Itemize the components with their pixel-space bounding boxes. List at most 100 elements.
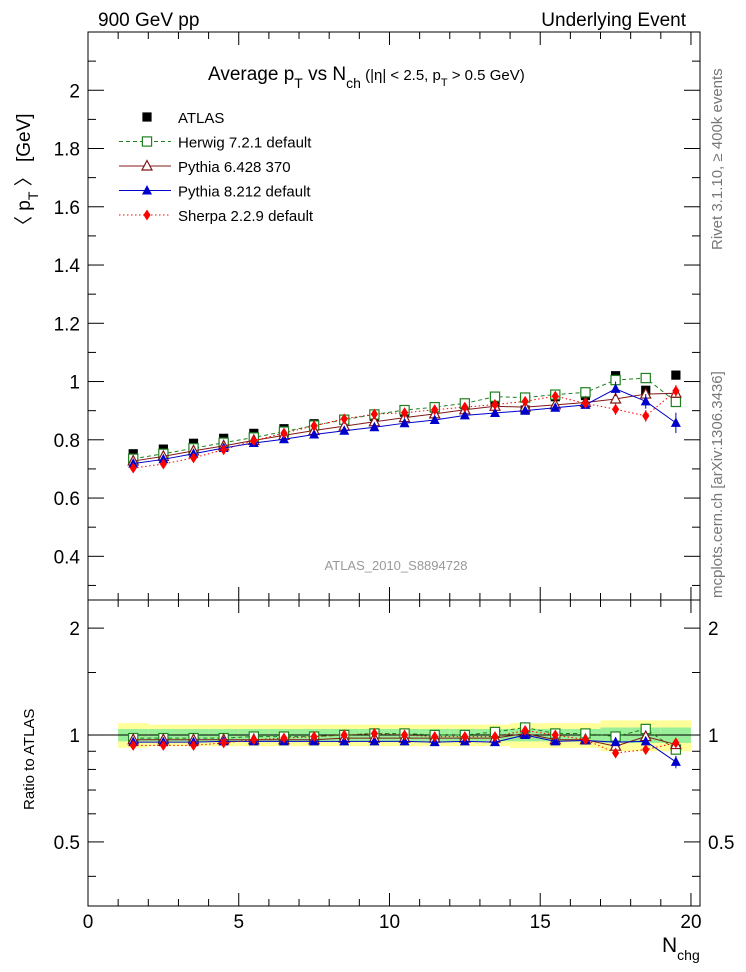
ratio-plot-frame (87, 599, 701, 907)
ratio-point-pythia-8-212-default (399, 735, 410, 746)
point-sherpa-2-2-9-default (521, 395, 529, 407)
ratio-tick-label-right: 1 (708, 726, 719, 747)
y-tick-label: 1.2 (54, 314, 80, 335)
ratio-tick-label-right: 2 (708, 619, 719, 640)
mcplots-label: mcplots.cern.ch [arXiv:1306.3436] (709, 371, 726, 598)
point-pythia-8-212-default (640, 395, 651, 406)
point-atlas (671, 370, 681, 380)
point-pythia-8-212-default (610, 383, 621, 393)
point-herwig-7-2-1-default (640, 372, 651, 384)
legend-label-sherpa-2-2-9-default: Sherpa 2.2.9 default (178, 208, 314, 225)
ratio-y-axis-label: Ratio to ATLAS (21, 709, 38, 810)
point-sherpa-2-2-9-default (581, 397, 590, 409)
series-layer (127, 370, 682, 769)
ratio-tick-label-left: 1 (69, 726, 80, 747)
point-pythia-8-212-default (369, 421, 380, 432)
y-tick-label: 1.8 (54, 140, 80, 161)
ratio-point-pythia-8-212-default (640, 735, 651, 746)
point-sherpa-2-2-9-default (310, 420, 318, 432)
y-tick-label: 0.8 (54, 431, 80, 452)
x-tick-label: 20 (680, 912, 701, 933)
legend-label-herwig-7-2-1-default: Herwig 7.2.1 default (178, 135, 312, 152)
point-sherpa-2-2-9-default (431, 404, 439, 416)
ratio-tick-label-right: 0.5 (708, 833, 734, 854)
ratio-point-sherpa-2-2-9-default (159, 739, 167, 751)
x-axis-label: Nchg (662, 934, 700, 963)
y-tick-label: 1.6 (54, 198, 80, 219)
ratio-point-sherpa-2-2-9-default (280, 732, 288, 744)
point-pythia-8-212-default (459, 409, 470, 420)
plot-title: Average pT vs Nch (|η| < 2.5, pT > 0.5 G… (208, 64, 525, 91)
ratio-point-sherpa-2-2-9-default (250, 734, 258, 746)
ratio-point-pythia-8-212-default (670, 756, 681, 766)
y-tick-label: 1.4 (54, 256, 81, 277)
point-pythia-8-212-default (399, 417, 410, 428)
legend-marker-pythia-6-428-370 (141, 159, 153, 171)
ratio-point-sherpa-2-2-9-default (220, 737, 228, 749)
point-herwig-7-2-1-default (580, 387, 591, 398)
legend-marker-atlas (142, 112, 152, 122)
y-tick-label: 1 (69, 373, 80, 394)
point-pythia-8-212-default (309, 429, 320, 439)
y-tick-label: 0.6 (54, 489, 80, 510)
point-sherpa-2-2-9-default (672, 385, 680, 397)
axes-layer: 0 5 10 15 20 0.4 0.6 0.8 1 1.2 1.4 1.6 1.8 2 0.5 0.5 1 1 2… (54, 31, 734, 933)
point-sherpa-2-2-9-default (250, 435, 258, 447)
point-pythia-8-212-default (339, 425, 350, 435)
ratio-point-sherpa-2-2-9-default (189, 739, 198, 751)
point-sherpa-2-2-9-default (280, 427, 288, 439)
x-tick-label: 0 (83, 912, 94, 933)
point-herwig-7-2-1-default (670, 396, 682, 408)
point-pythia-8-212-default (489, 407, 500, 417)
point-pythia-8-212-default (520, 405, 531, 415)
ratio-point-sherpa-2-2-9-default (370, 727, 379, 739)
point-sherpa-2-2-9-default (551, 390, 559, 402)
legend-marker-sherpa-2-2-9-default (143, 209, 151, 221)
point-sherpa-2-2-9-default (370, 408, 379, 420)
header-right: Underlying Event (541, 10, 686, 31)
rivet-label: Rivet 3.1.10, ≥ 400k events (709, 68, 726, 250)
ratio-point-pythia-8-212-default (550, 735, 561, 746)
ratio-point-sherpa-2-2-9-default (551, 729, 559, 741)
x-tick-label: 5 (233, 912, 244, 933)
legend-marker-herwig-7-2-1-default (141, 136, 153, 147)
legend-label-atlas: ATLAS (178, 110, 224, 127)
point-sherpa-2-2-9-default (159, 458, 167, 470)
ratio-point-sherpa-2-2-9-default (400, 729, 409, 741)
point-pythia-8-212-default (429, 414, 440, 424)
ratio-point-sherpa-2-2-9-default (340, 729, 348, 741)
x-tick-label: 10 (379, 912, 400, 933)
ratio-point-sherpa-2-2-9-default (521, 724, 529, 736)
header-left: 900 GeV pp (98, 10, 199, 31)
point-sherpa-2-2-9-default (189, 452, 198, 464)
point-sherpa-2-2-9-default (340, 413, 348, 425)
y-tick-label: 0.4 (54, 547, 81, 568)
ratio-point-pythia-8-212-default (610, 736, 621, 747)
ratio-point-sherpa-2-2-9-default (642, 744, 650, 756)
ratio-point-sherpa-2-2-9-default (431, 731, 439, 743)
series-line-sherpa-2-2-9-default (133, 390, 677, 469)
point-sherpa-2-2-9-default (491, 399, 499, 411)
y-axis-label: 〈 pT 〉 [GeV] (13, 113, 41, 235)
legend: ATLAS Herwig 7.2.1 default Pythia 6.428 37… (119, 110, 314, 225)
ratio-point-sherpa-2-2-9-default (461, 731, 469, 743)
point-pythia-8-212-default (670, 417, 681, 427)
point-sherpa-2-2-9-default (220, 444, 228, 456)
point-sherpa-2-2-9-default (461, 401, 469, 413)
y-tick-label: 2 (69, 81, 80, 102)
point-sherpa-2-2-9-default (129, 462, 137, 474)
legend-marker-pythia-8-212-default (142, 185, 152, 195)
ratio-point-pythia-8-212-default (339, 735, 350, 746)
ratio-point-sherpa-2-2-9-default (129, 739, 137, 751)
point-sherpa-2-2-9-default (642, 410, 650, 422)
ratio-point-sherpa-2-2-9-default (672, 737, 680, 749)
x-tick-label: 15 (530, 912, 551, 933)
legend-label-pythia-8-212-default: Pythia 8.212 default (178, 184, 311, 201)
point-pythia-6-428-370 (609, 392, 622, 404)
ratio-point-sherpa-2-2-9-default (491, 731, 499, 743)
ratio-point-sherpa-2-2-9-default (310, 731, 318, 743)
point-sherpa-2-2-9-default (400, 407, 409, 419)
ratio-point-sherpa-2-2-9-default (581, 734, 590, 746)
ratio-tick-label-left: 0.5 (54, 833, 80, 854)
